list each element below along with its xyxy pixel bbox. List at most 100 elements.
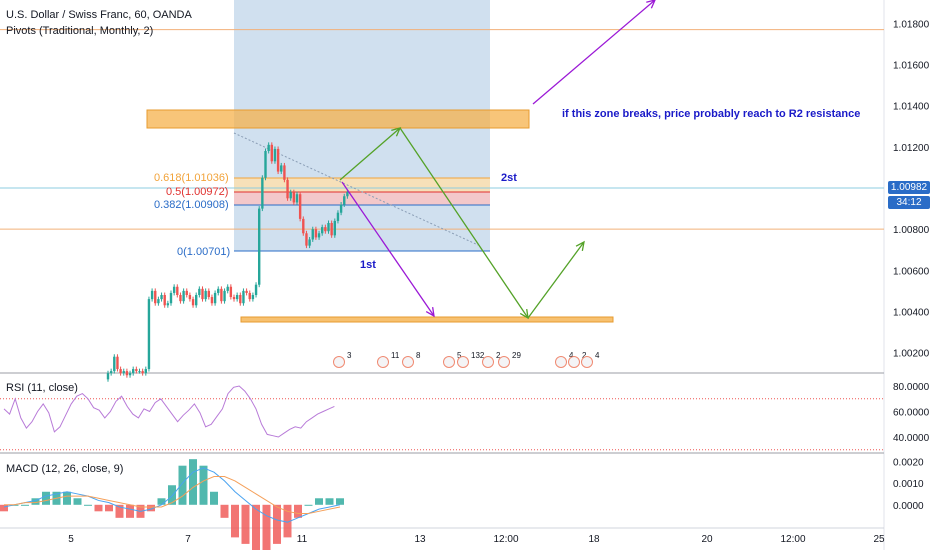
candle-body-43 xyxy=(242,290,245,304)
second-scenario-label[interactable]: 2st xyxy=(501,172,517,184)
candle-body-38 xyxy=(226,286,229,291)
macd-hist-24 xyxy=(252,504,260,550)
arrow-r2-target-head xyxy=(646,0,656,9)
price-tick-2: 1.01400 xyxy=(893,102,930,113)
macd-hist-12 xyxy=(126,504,134,518)
macd-hist-30 xyxy=(315,498,323,505)
macd-hist-26 xyxy=(273,504,281,544)
macd-hist-3 xyxy=(31,498,40,505)
candle-body-29 xyxy=(198,288,201,295)
candle-body-23 xyxy=(179,295,182,302)
macd-hist-14 xyxy=(147,504,155,512)
macd-hist-32 xyxy=(336,498,344,505)
candle-body-41 xyxy=(235,295,239,300)
price-tick-7: 1.00400 xyxy=(893,307,930,318)
macd-hist-6 xyxy=(63,491,71,505)
candle-body-50 xyxy=(264,151,267,178)
candle-body-30 xyxy=(201,288,204,300)
first-scenario-label[interactable]: 1st xyxy=(360,259,376,271)
candle-body-9 xyxy=(135,369,138,372)
arrow-bounce xyxy=(527,241,585,319)
rsi-title[interactable]: RSI (11, close) xyxy=(6,382,78,394)
candle-body-4 xyxy=(119,369,122,374)
signal-line xyxy=(4,476,341,514)
arrow-first-down xyxy=(341,181,435,317)
macd-hist-15 xyxy=(157,498,166,505)
candle-body-32 xyxy=(207,290,210,298)
candle-body-54 xyxy=(276,148,280,172)
macd-tick-0: 0.0020 xyxy=(893,457,924,468)
candle-body-12 xyxy=(144,369,147,374)
macd-hist-7 xyxy=(73,498,82,505)
event-marker-2 xyxy=(402,356,414,368)
fib-level-0: 0(1.00701) xyxy=(177,246,231,258)
candle-body-55 xyxy=(280,165,283,172)
macd-hist-0 xyxy=(0,504,8,512)
candle-body-71 xyxy=(330,223,333,236)
time-tick-6: 20 xyxy=(701,534,713,545)
rsi-line xyxy=(3,385,335,438)
event-marker-1 xyxy=(377,356,389,368)
candle-body-62 xyxy=(302,218,305,234)
macd-hist-21 xyxy=(220,504,229,518)
macd-title[interactable]: MACD (12, 26, close, 9) xyxy=(6,463,124,475)
candle-body-69 xyxy=(324,227,327,232)
event-marker-9 xyxy=(581,356,593,368)
macd-hist-22 xyxy=(231,504,239,538)
event-label-5: 2 xyxy=(496,351,501,360)
candle-body-5 xyxy=(122,371,125,374)
candle-body-66 xyxy=(314,229,318,238)
event-marker-6 xyxy=(498,356,510,368)
macd-hist-19 xyxy=(199,465,208,505)
candle-body-48 xyxy=(258,208,261,285)
symbol-title[interactable]: U.S. Dollar / Swiss Franc, 60, OANDA xyxy=(6,9,192,21)
candle-body-74 xyxy=(339,204,343,213)
candle-body-76 xyxy=(346,192,349,197)
candle-body-39 xyxy=(229,286,233,298)
time-tick-0: 5 xyxy=(68,534,74,545)
arrow-drop xyxy=(399,127,529,319)
candle-body-51 xyxy=(267,144,270,151)
candle-body-35 xyxy=(217,288,220,293)
event-label-2: 8 xyxy=(416,351,421,360)
candle-body-64 xyxy=(308,239,311,246)
price-tick-8: 1.00200 xyxy=(893,349,930,360)
event-marker-3 xyxy=(443,356,455,368)
rsi-tick-1: 60.0000 xyxy=(893,408,930,419)
resistance-zone xyxy=(146,109,530,129)
indicator-title[interactable]: Pivots (Traditional, Monthly, 2) xyxy=(6,25,154,37)
macd-hist-18 xyxy=(189,459,197,505)
bar-countdown: 34:12 xyxy=(888,196,930,209)
candle-body-63 xyxy=(305,233,308,246)
candle-body-57 xyxy=(286,179,289,199)
candle-body-37 xyxy=(223,290,226,302)
event-label-1: 11 xyxy=(391,351,400,360)
time-tick-7: 12:00 xyxy=(780,534,805,545)
event-label-8: 2 xyxy=(582,351,587,360)
candle-body-42 xyxy=(239,295,242,304)
candle-body-6 xyxy=(125,371,129,376)
arrow-breakout-up-head xyxy=(391,127,402,137)
candle-body-46 xyxy=(251,295,255,300)
candle-body-31 xyxy=(204,290,207,300)
price-tick-5: 1.00800 xyxy=(893,225,930,236)
rsi-tick-2: 40.0000 xyxy=(893,433,930,444)
macd-hist-31 xyxy=(325,498,334,505)
candle-body-25 xyxy=(185,290,188,295)
candle-body-7 xyxy=(128,373,132,376)
candle-body-44 xyxy=(245,290,248,293)
breakout-note[interactable]: if this zone breaks, price probably reac… xyxy=(562,108,861,120)
event-label-0: 3 xyxy=(347,351,352,360)
event-marker-5 xyxy=(482,356,494,368)
event-marker-4 xyxy=(457,356,469,368)
candle-body-53 xyxy=(273,148,277,162)
price-tick-1: 1.01600 xyxy=(893,61,930,72)
candle-body-24 xyxy=(182,290,185,302)
macd-hist-2 xyxy=(21,504,29,506)
fib-band-mid xyxy=(234,192,490,205)
macd-hist-9 xyxy=(94,504,103,512)
last-price-badge: 1.00982 xyxy=(888,181,930,194)
price-tick-6: 1.00600 xyxy=(893,266,930,277)
event-label-6: 29 xyxy=(512,351,521,360)
